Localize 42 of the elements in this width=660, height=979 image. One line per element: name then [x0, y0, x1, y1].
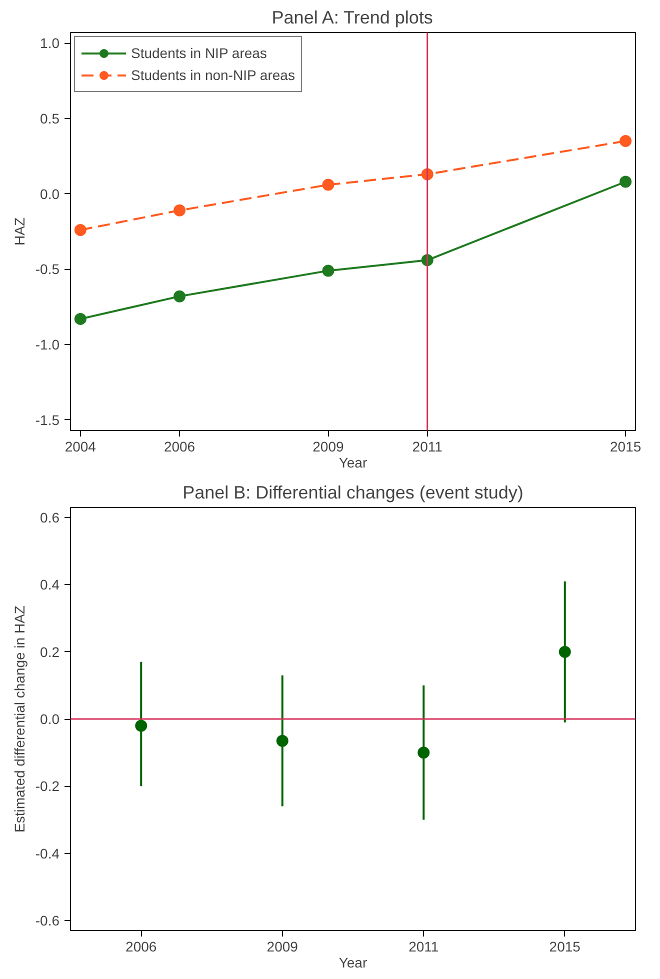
point	[174, 204, 186, 216]
x-tick-label: 2015	[549, 938, 581, 954]
legend-label: Students in NIP areas	[131, 45, 267, 61]
y-tick-label: -0.4	[35, 845, 60, 862]
y-tick-label: 0.0	[40, 711, 60, 727]
y-tick-label: 0.4	[40, 576, 60, 593]
y-tick-label: -0.6	[35, 912, 60, 928]
x-axis-title: Year	[338, 954, 368, 970]
x-tick-label: 2011	[408, 938, 439, 954]
point	[322, 264, 334, 277]
point	[74, 312, 86, 325]
x-axis-title: Year	[338, 454, 368, 470]
y-tick-label: 0.6	[40, 510, 60, 526]
point	[276, 734, 288, 747]
y-tick-label: 0.0	[40, 186, 60, 202]
point	[74, 224, 86, 236]
legend-label: Students in non-NIP areas	[131, 67, 295, 83]
x-tick-label: 2009	[266, 938, 298, 954]
y-tick-label: 0.5	[40, 110, 60, 126]
x-tick-label: 2006	[164, 438, 196, 454]
point	[620, 135, 632, 148]
point	[322, 178, 334, 191]
point	[418, 746, 430, 759]
chart-title: Panel A: Trend plots	[272, 8, 433, 28]
x-tick-label: 2004	[64, 438, 96, 454]
y-axis-title: HAZ	[11, 217, 28, 246]
chart-title: Panel B: Differential changes (event study)	[182, 482, 524, 502]
x-tick-label: 2011	[412, 438, 443, 454]
x-tick-label: 2006	[126, 938, 157, 954]
y-tick-label: -0.2	[35, 778, 60, 794]
point	[620, 176, 632, 188]
point	[135, 720, 148, 732]
point	[174, 290, 186, 302]
y-tick-label: -1.5	[35, 412, 60, 428]
x-tick-label: 2009	[312, 438, 344, 454]
y-tick-label: 0.2	[40, 644, 60, 660]
y-tick-label: -1.0	[35, 336, 60, 353]
x-tick-label: 2015	[610, 438, 642, 454]
y-axis-title: Estimated differential change in HAZ	[11, 605, 28, 832]
point	[558, 646, 571, 658]
y-tick-label: -0.5	[35, 261, 60, 278]
y-tick-label: 1.0	[40, 35, 60, 52]
